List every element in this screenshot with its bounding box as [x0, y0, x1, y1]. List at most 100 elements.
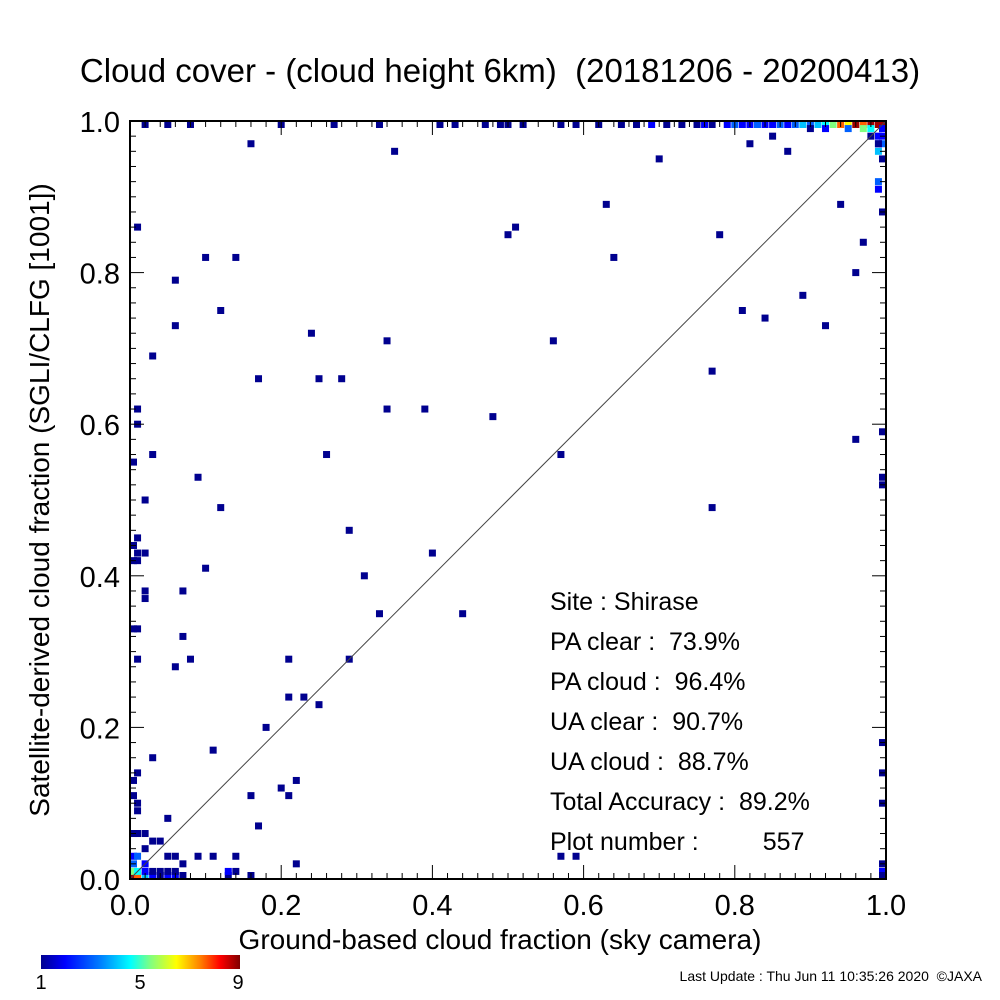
axis-ticks	[129, 120, 887, 880]
heatmap-cell	[844, 121, 852, 128]
heatmap-cell	[769, 132, 777, 140]
heatmap-cell	[307, 329, 315, 337]
heatmap-cell	[232, 852, 240, 860]
heatmap-cell	[459, 610, 467, 618]
heatmap-cell	[375, 121, 383, 128]
heatmap-cell	[338, 375, 346, 383]
heatmap-cell	[572, 121, 580, 128]
heatmap-cell	[217, 504, 225, 512]
x-tick-label: 0.4	[412, 890, 452, 922]
heatmap-cell	[285, 792, 293, 800]
reference-diagonal	[129, 120, 887, 880]
heatmap-cell	[134, 769, 142, 777]
x-axis-label: Ground-based cloud fraction (sky camera)	[238, 924, 762, 955]
heatmap-cell	[383, 337, 391, 345]
plot-number-row: Plot number : 557	[550, 822, 810, 862]
heatmap-cell	[277, 784, 285, 792]
heatmap-cell	[141, 496, 149, 504]
heatmap-cell	[186, 655, 194, 663]
heatmap-cell	[217, 307, 225, 314]
heatmap-cell	[879, 125, 886, 133]
heatmap-cell	[572, 852, 580, 860]
heatmap-cell	[678, 121, 686, 128]
heatmap-cell	[134, 872, 142, 879]
heatmap-cell	[693, 121, 701, 128]
heatmap-cell	[202, 253, 210, 261]
heatmap-cell	[784, 121, 792, 128]
heatmap-cell	[610, 253, 618, 261]
heatmap-cell	[814, 121, 822, 128]
heatmap-cell	[852, 269, 860, 277]
heatmap-cell	[708, 121, 716, 128]
heatmap-cell	[134, 557, 142, 565]
heatmap-cell	[285, 693, 293, 701]
heatmap-cell	[330, 121, 338, 128]
heatmap-cell	[360, 572, 368, 580]
heatmap-cell	[134, 625, 142, 633]
heatmap-cell	[130, 776, 137, 784]
heatmap-cell	[481, 121, 489, 128]
heatmap-cell	[874, 121, 882, 128]
heatmap-cell	[557, 451, 565, 459]
heatmap-cell	[149, 867, 157, 875]
heatmap-cell	[224, 867, 232, 875]
heatmap-cell	[879, 872, 886, 879]
y-tick-label: 0.0	[80, 865, 120, 897]
heatmap-cell	[255, 375, 263, 383]
heatmap-cell	[292, 776, 300, 784]
heatmap-cell	[300, 693, 308, 701]
heatmap-cell	[156, 867, 164, 875]
ua-clear-label: UA clear : 90.7%	[550, 708, 744, 736]
heatmap-cell	[708, 504, 716, 512]
heatmap-cell	[194, 852, 202, 860]
heatmap-cell	[164, 814, 172, 822]
heatmap-cell	[799, 121, 807, 128]
statistics-panel: Site : Shirase PA clear : 73.9% PA cloud…	[550, 582, 810, 862]
heatmap-cell	[345, 526, 353, 534]
heatmap-cell	[171, 276, 179, 284]
heatmap-cell	[512, 223, 520, 231]
heatmap-cell	[171, 867, 179, 875]
heatmap-cell	[149, 451, 157, 459]
colorbar	[41, 955, 240, 969]
heatmap-cell	[761, 314, 769, 322]
heatmap-cell	[557, 121, 565, 128]
heatmap-cell	[837, 200, 845, 208]
heatmap-cell	[879, 473, 886, 481]
heatmap-cell	[879, 155, 886, 163]
pa-cloud-label: PA cloud : 96.4%	[550, 668, 746, 696]
heatmap-cell	[164, 852, 172, 860]
x-tick-label: 0.2	[261, 890, 301, 922]
plot-number-value: 557	[762, 828, 805, 856]
heatmap-cell	[141, 549, 149, 557]
heatmap-cell	[867, 125, 875, 133]
heatmap-cell	[557, 852, 565, 860]
heatmap-cell	[746, 140, 754, 148]
heatmap-cell	[141, 587, 149, 595]
heatmap-cell	[171, 663, 179, 671]
heatmap-cell	[496, 121, 504, 128]
heatmap-cell	[315, 375, 323, 383]
heatmap-cell	[164, 872, 172, 879]
heatmap-cell	[149, 352, 157, 360]
heatmap-cell	[130, 852, 137, 860]
heatmap-cell	[247, 140, 255, 148]
y-axis-label: Satellite-derived cloud fraction (SGLI/C…	[24, 183, 55, 817]
heatmap-cell	[149, 837, 157, 845]
heatmap-cell	[852, 435, 860, 443]
colorbar-tick-max: 9	[232, 972, 244, 994]
heatmap-cell	[799, 291, 807, 299]
heatmap-cell	[391, 147, 399, 155]
heatmap-cell	[874, 140, 882, 148]
heatmap-cell	[141, 845, 149, 853]
x-tick-label: 0.8	[715, 890, 755, 922]
heatmap-cell	[489, 413, 497, 421]
heatmap-cell	[179, 587, 187, 595]
heatmap-cell	[232, 253, 240, 261]
heatmap-cell	[134, 405, 142, 413]
heatmap-cell	[171, 852, 179, 860]
y-tick-label: 0.4	[80, 562, 120, 594]
heatmap-cell	[209, 746, 217, 754]
heatmap-cell	[859, 125, 867, 133]
heatmap-cell	[879, 140, 886, 148]
